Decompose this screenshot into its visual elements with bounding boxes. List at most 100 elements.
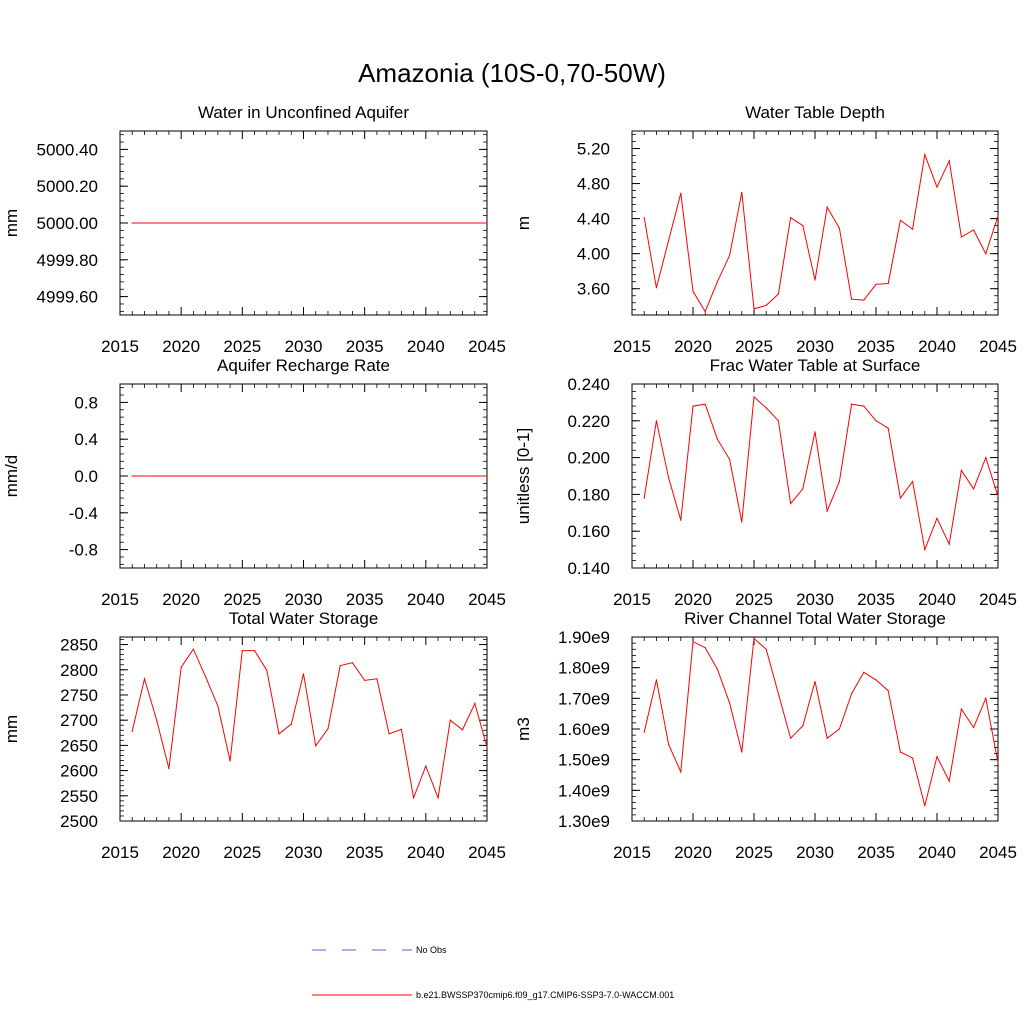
x-tick-label: 2025 xyxy=(223,337,261,356)
x-tick-label: 2035 xyxy=(857,590,895,609)
data-point xyxy=(302,673,305,675)
data-point xyxy=(668,743,670,745)
y-axis-label: m xyxy=(514,216,533,230)
data-point xyxy=(425,765,427,767)
x-tick-label: 2045 xyxy=(979,843,1017,862)
data-point xyxy=(826,206,828,208)
data-point xyxy=(765,407,767,409)
y-tick-label: 1.60e9 xyxy=(558,720,610,739)
data-point xyxy=(376,678,378,680)
y-tick-label: 0.140 xyxy=(567,559,610,578)
y-tick-label: 1.40e9 xyxy=(558,781,610,800)
series-line xyxy=(643,152,999,313)
data-point xyxy=(863,405,865,407)
x-tick-label: 2015 xyxy=(101,590,139,609)
data-point xyxy=(680,771,682,773)
x-tick-label: 2030 xyxy=(796,337,834,356)
data-point xyxy=(790,503,792,505)
chart-title: Water in Unconfined Aquifer xyxy=(198,103,409,122)
x-tick-label: 2020 xyxy=(162,590,200,609)
chart-panel-2: Water Table Depth m 2015 2020 2025 2030 2035 20… xyxy=(514,103,1017,356)
plot-frame xyxy=(631,130,999,316)
x-tick-label: 2015 xyxy=(101,843,139,862)
series-line xyxy=(643,637,999,806)
data-point xyxy=(364,679,366,682)
y-tick-label: 0.240 xyxy=(567,375,610,394)
data-point xyxy=(716,438,719,440)
data-point xyxy=(997,215,999,217)
data-point xyxy=(948,543,950,545)
data-point xyxy=(777,420,780,422)
x-tick-label: 2035 xyxy=(346,843,384,862)
data-point xyxy=(192,648,194,650)
y-tick-label: 0.8 xyxy=(74,393,98,412)
y-tick-label: 2700 xyxy=(60,711,98,730)
x-tick-label: 2040 xyxy=(918,843,956,862)
y-tick-label: 0.220 xyxy=(567,412,610,431)
x-tick-label: 2025 xyxy=(735,590,773,609)
data-point xyxy=(814,431,816,433)
data-point xyxy=(887,282,889,285)
data-point xyxy=(753,637,755,640)
figure-title: Amazonia (10S-0,70-50W) xyxy=(358,58,666,88)
y-axis-label: unitless [0-1] xyxy=(514,428,533,524)
y-tick-label: 2750 xyxy=(60,686,98,705)
chart-panel-3: Aquifer Recharge Rate mm/d 2015 2020 2025 203… xyxy=(2,356,506,609)
data-point xyxy=(936,186,938,188)
chart-title: Frac Water Table at Surface xyxy=(710,356,921,375)
data-point xyxy=(486,222,488,224)
plot-frame xyxy=(631,636,999,822)
data-point xyxy=(790,737,792,739)
legend-label-no-obs: No Obs xyxy=(416,945,447,955)
x-tick-label: 2030 xyxy=(285,337,323,356)
data-point xyxy=(863,671,865,673)
data-point xyxy=(875,420,877,422)
y-tick-label: 2500 xyxy=(60,812,98,831)
data-point xyxy=(131,475,133,477)
y-tick-label: 5.20 xyxy=(577,140,610,159)
data-point xyxy=(168,768,170,770)
y-tick-label: 1.80e9 xyxy=(558,659,610,678)
y-tick-label: 1.30e9 xyxy=(558,812,610,831)
data-point xyxy=(912,757,914,759)
data-point xyxy=(254,650,256,652)
data-point xyxy=(887,690,889,692)
data-point xyxy=(704,647,706,649)
y-tick-label: 4.00 xyxy=(577,245,610,264)
y-tick-label: 1.50e9 xyxy=(558,751,610,770)
x-tick-label: 2015 xyxy=(613,337,651,356)
y-axis-label: m3 xyxy=(514,717,533,741)
data-point xyxy=(802,725,804,727)
data-point xyxy=(997,762,999,764)
data-point xyxy=(753,396,755,398)
data-point xyxy=(643,497,645,499)
data-point xyxy=(241,650,243,652)
y-tick-label: 0.180 xyxy=(567,485,610,504)
data-point xyxy=(413,797,415,799)
data-point xyxy=(973,488,975,490)
x-tick-label: 2040 xyxy=(407,590,445,609)
series-line xyxy=(131,648,488,800)
x-tick-label: 2030 xyxy=(796,843,834,862)
data-point xyxy=(765,648,767,650)
data-point xyxy=(278,733,280,735)
data-point xyxy=(680,519,682,521)
y-tick-label: 1.90e9 xyxy=(558,628,610,647)
data-point xyxy=(388,733,390,735)
data-point xyxy=(229,760,231,762)
data-point xyxy=(777,693,780,695)
x-tick-label: 2040 xyxy=(918,337,956,356)
data-point xyxy=(875,283,877,285)
data-point xyxy=(131,222,133,224)
y-tick-label: 0.200 xyxy=(567,449,610,468)
y-tick-label: 5000.40 xyxy=(37,140,98,159)
data-point xyxy=(716,668,719,670)
series-line xyxy=(643,395,999,552)
data-point xyxy=(887,427,889,429)
data-point xyxy=(156,719,158,721)
chart-title: Aquifer Recharge Rate xyxy=(217,356,390,375)
y-tick-label: 4999.80 xyxy=(37,251,98,270)
y-tick-label: 1.70e9 xyxy=(558,689,610,708)
x-tick-label: 2025 xyxy=(735,337,773,356)
y-tick-label: 5000.20 xyxy=(37,177,98,196)
